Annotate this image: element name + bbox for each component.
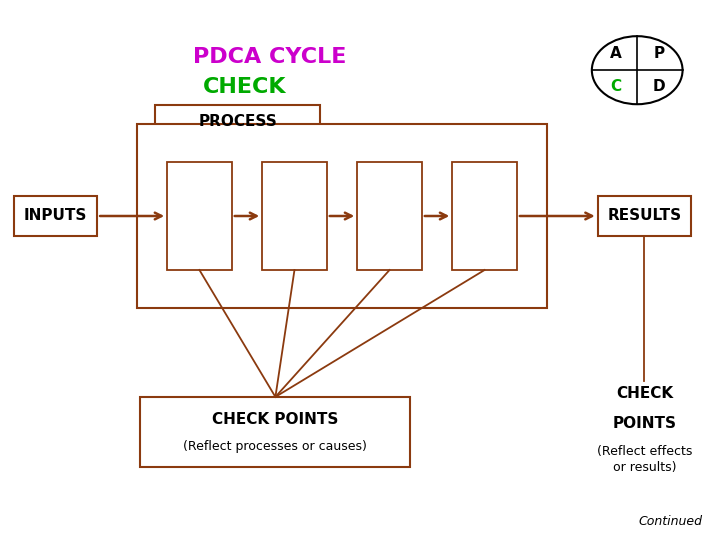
Text: Continued: Continued	[638, 515, 702, 528]
Bar	[598, 195, 691, 237]
Bar	[155, 105, 320, 138]
Text: PROCESS: PROCESS	[198, 114, 277, 129]
Text: INPUTS: INPUTS	[24, 208, 88, 224]
Bar	[452, 162, 517, 270]
Text: (Reflect processes or causes): (Reflect processes or causes)	[184, 440, 367, 453]
Text: A: A	[610, 46, 621, 62]
Text: CHECK: CHECK	[203, 77, 287, 98]
Text: P: P	[654, 46, 665, 62]
Bar	[262, 162, 327, 270]
Text: PDCA CYCLE: PDCA CYCLE	[193, 46, 347, 67]
Bar	[357, 162, 422, 270]
Text: D: D	[652, 79, 665, 94]
Bar	[137, 124, 547, 308]
Text: C: C	[610, 79, 621, 94]
Text: CHECK: CHECK	[616, 386, 673, 401]
Bar	[167, 162, 232, 270]
Text: CHECK POINTS: CHECK POINTS	[212, 412, 338, 427]
Bar	[14, 195, 97, 237]
Text: (Reflect effects
or results): (Reflect effects or results)	[597, 446, 692, 474]
Bar	[140, 397, 410, 467]
Text: RESULTS: RESULTS	[608, 208, 681, 224]
Text: POINTS: POINTS	[613, 416, 676, 431]
